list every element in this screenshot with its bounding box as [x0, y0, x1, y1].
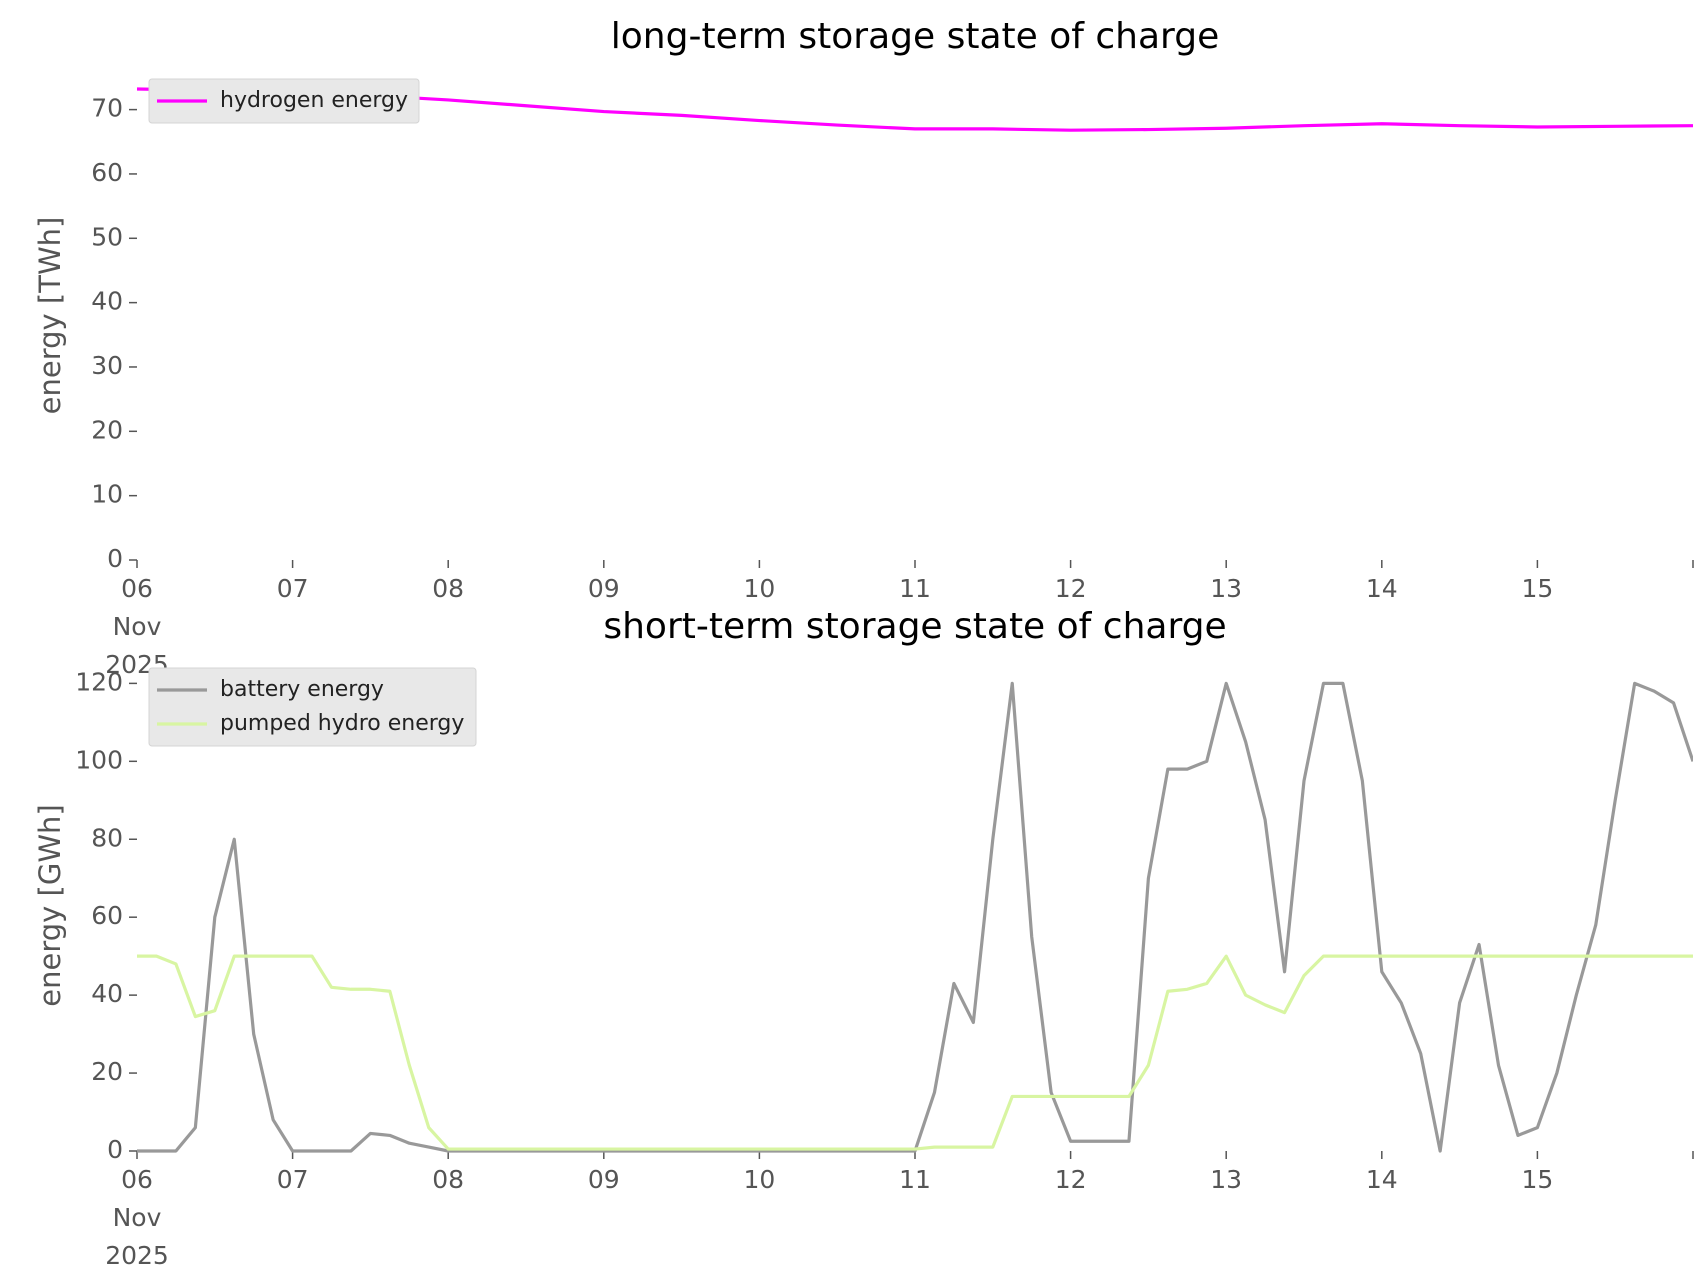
y-tick-label: 30 [91, 351, 123, 380]
y-tick-label: 60 [91, 158, 123, 187]
y-axis-label: energy [GWh] [33, 804, 67, 1006]
y-tick-label: 60 [91, 901, 123, 930]
x-tick-label: 10 [743, 574, 775, 603]
chart-title: long-term storage state of charge [611, 16, 1219, 57]
x-tick-label: 07 [277, 1165, 309, 1194]
legend-box [148, 78, 420, 124]
x-tick-label: 06 Nov 2025 [105, 574, 169, 679]
x-tick-label: 09 [588, 574, 620, 603]
x-tick-label: 12 [1055, 1165, 1087, 1194]
x-tick-label: 13 [1210, 1165, 1242, 1194]
x-tick-label: 11 [899, 1165, 931, 1194]
y-tick-label: 0 [107, 544, 123, 573]
x-tick-label: 06 Nov 2025 [105, 1165, 169, 1270]
y-tick-label: 80 [91, 823, 123, 852]
y-tick-label: 100 [75, 745, 123, 774]
x-tick-label: 08 [432, 1165, 464, 1194]
series-line [137, 681, 1693, 1153]
series-line [137, 954, 1693, 1151]
y-tick-label: 70 [91, 94, 123, 123]
x-tick-label: 13 [1210, 574, 1242, 603]
y-tick-label: 40 [91, 979, 123, 1008]
y-tick-label: 50 [91, 222, 123, 251]
legend-label: battery energy [220, 677, 384, 702]
x-tick-label: 12 [1055, 574, 1087, 603]
y-tick-label: 0 [107, 1135, 123, 1164]
x-tick-label: 07 [277, 574, 309, 603]
x-tick-label: 14 [1366, 1165, 1398, 1194]
y-tick-label: 40 [91, 287, 123, 316]
x-tick-label: 09 [588, 1165, 620, 1194]
x-tick-label: 15 [1521, 574, 1553, 603]
x-tick-label: 08 [432, 574, 464, 603]
legend-label: hydrogen energy [220, 88, 408, 113]
x-tick-label: 14 [1366, 574, 1398, 603]
x-tick-label: 11 [899, 574, 931, 603]
legend-box [148, 667, 477, 747]
chart-title: short-term storage state of charge [603, 606, 1226, 647]
legend-label: pumped hydro energy [220, 711, 464, 736]
plot-lines [137, 681, 1693, 1153]
y-tick-label: 10 [91, 480, 123, 509]
y-tick-label: 20 [91, 415, 123, 444]
y-axis-label: energy [TWh] [33, 217, 67, 415]
y-tick-label: 20 [91, 1057, 123, 1086]
y-tick-label: 120 [75, 667, 123, 696]
x-tick-label: 15 [1521, 1165, 1553, 1194]
x-tick-label: 10 [743, 1165, 775, 1194]
